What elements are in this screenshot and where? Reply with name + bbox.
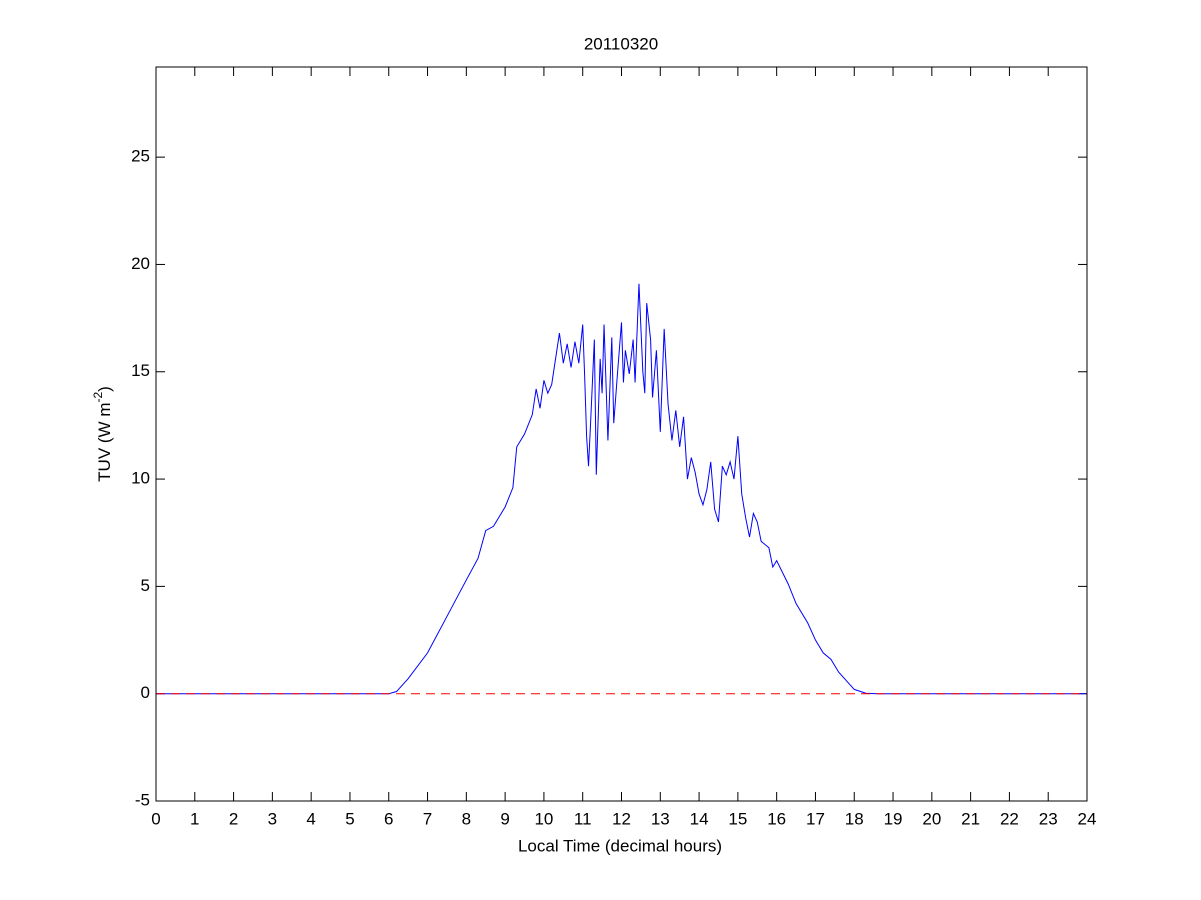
- plot-frame: [155, 66, 1088, 802]
- y-tick-label: 25: [131, 147, 150, 166]
- y-tick-label: -5: [135, 790, 150, 809]
- y-tick-label: 20: [131, 254, 150, 273]
- x-tick-label: 9: [500, 809, 509, 828]
- x-tick-label: 18: [845, 809, 864, 828]
- x-tick-label: 20: [922, 809, 941, 828]
- data-line: [156, 283, 1087, 695]
- x-tick-label: 19: [884, 809, 903, 828]
- y-tick-label: 0: [141, 683, 150, 702]
- x-tick-label: 4: [306, 809, 315, 828]
- x-tick-label: 12: [612, 809, 631, 828]
- x-tick-label: 3: [268, 809, 277, 828]
- chart-title: 20110320: [584, 34, 658, 53]
- x-tick-label: 14: [690, 809, 709, 828]
- x-tick-label: 7: [423, 809, 432, 828]
- x-tick-label: 24: [1078, 809, 1097, 828]
- x-tick-label: 22: [1000, 809, 1019, 828]
- x-tick-label: 11: [574, 809, 592, 828]
- x-tick-label: 5: [345, 809, 354, 828]
- x-tick-label: 0: [151, 809, 160, 828]
- plot-area: [156, 67, 1087, 801]
- x-tick-label: 15: [728, 809, 747, 828]
- x-tick-label: 2: [229, 809, 238, 828]
- x-tick-label: 23: [1039, 809, 1058, 828]
- y-tick-label: 10: [131, 469, 150, 488]
- x-tick-label: 8: [462, 809, 471, 828]
- x-tick-label: 6: [384, 809, 393, 828]
- x-tick-label: 21: [961, 809, 980, 828]
- y-axis-label: TUV (W m-2): [91, 386, 114, 482]
- y-tick-label: 15: [131, 361, 150, 380]
- x-axis-label: Local Time (decimal hours): [518, 836, 722, 855]
- x-tick-label: 1: [190, 809, 199, 828]
- x-tick-label: 16: [767, 809, 786, 828]
- x-tick-label: 17: [806, 809, 825, 828]
- y-tick-label: 5: [141, 576, 150, 595]
- x-tick-label: 10: [534, 809, 553, 828]
- x-tick-label: 13: [651, 809, 670, 828]
